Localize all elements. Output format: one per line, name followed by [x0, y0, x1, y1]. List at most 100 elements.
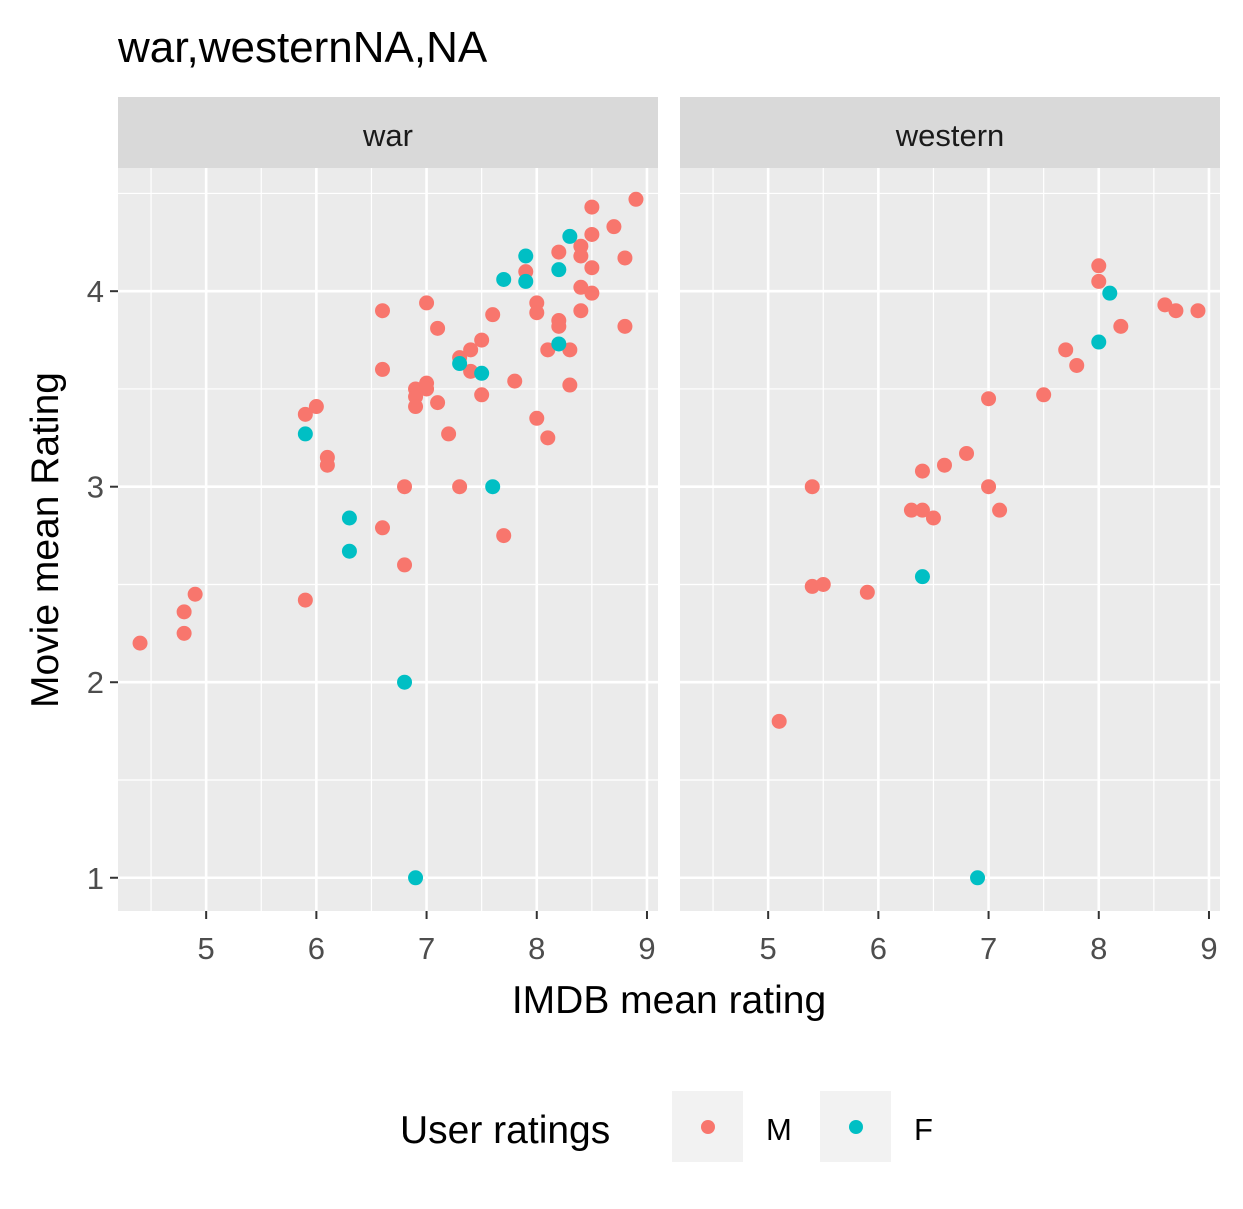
facet-panel-western: western [680, 97, 1220, 911]
point-f [297, 426, 313, 442]
point-m [374, 520, 390, 536]
panel-background [118, 168, 658, 911]
legend-marker-f [849, 1120, 863, 1134]
point-m [496, 528, 512, 544]
point-m [419, 381, 435, 397]
point-m [474, 332, 490, 348]
points [132, 191, 644, 886]
point-m [551, 244, 567, 260]
point-m [374, 361, 390, 377]
point-m [441, 426, 457, 442]
x-tick-label: 7 [418, 931, 435, 966]
point-m [584, 199, 600, 215]
point-f [496, 271, 512, 287]
point-m [430, 320, 446, 336]
point-m [297, 406, 313, 422]
x-tick-label: 8 [1090, 931, 1107, 966]
point-m [551, 318, 567, 334]
point-m [1069, 357, 1085, 373]
point-m [617, 318, 633, 334]
chart-title: war,westernNA,NA [117, 23, 488, 72]
x-axis-war: 5 6 7 8 9 [198, 911, 656, 966]
strip-background [680, 97, 1220, 168]
point-m [771, 713, 787, 729]
legend-label-f: F [914, 1112, 933, 1147]
point-f [341, 543, 357, 559]
y-axis: 1 2 3 4 [87, 274, 118, 896]
x-tick-label: 5 [760, 931, 777, 966]
y-tick-label: 3 [87, 470, 104, 505]
point-m [463, 342, 479, 358]
point-m [925, 510, 941, 526]
points [771, 258, 1206, 886]
point-f [452, 356, 468, 372]
point-m [859, 584, 875, 600]
point-m [562, 377, 578, 393]
x-tick-label: 6 [308, 931, 325, 966]
point-m [397, 557, 413, 573]
point-m [562, 342, 578, 358]
strip-label: western [895, 118, 1005, 153]
point-f [518, 248, 534, 264]
strip-background [118, 97, 658, 168]
x-tick-label: 8 [528, 931, 545, 966]
y-tick-label: 1 [87, 861, 104, 896]
point-m [176, 625, 192, 641]
x-tick-label: 7 [980, 931, 997, 966]
point-m [540, 430, 556, 446]
point-m [584, 260, 600, 276]
y-tick-label: 2 [87, 665, 104, 700]
point-m [529, 305, 545, 321]
point-m [1190, 303, 1206, 319]
point-m [187, 586, 203, 602]
legend: User ratings M F [400, 1091, 933, 1162]
x-tick-label: 5 [198, 931, 215, 966]
point-f [551, 336, 567, 352]
legend-title: User ratings [400, 1109, 610, 1152]
point-f [914, 569, 930, 585]
point-m [815, 576, 831, 592]
x-axis-title: IMDB mean rating [512, 979, 826, 1022]
point-m [1058, 342, 1074, 358]
y-tick-label: 4 [87, 274, 104, 309]
point-m [1036, 387, 1052, 403]
point-m [584, 285, 600, 301]
point-m [452, 479, 468, 495]
point-m [936, 457, 952, 473]
x-tick-label: 9 [1200, 931, 1217, 966]
point-m [628, 191, 644, 207]
point-m [176, 604, 192, 620]
point-f [1102, 285, 1118, 301]
point-m [981, 391, 997, 407]
point-m [1091, 273, 1107, 289]
point-f [551, 262, 567, 278]
point-m [1168, 303, 1184, 319]
strip-label: war [362, 118, 413, 153]
point-m [374, 303, 390, 319]
point-f [485, 479, 501, 495]
point-f [474, 365, 490, 381]
point-m [485, 307, 501, 323]
point-m [474, 387, 490, 403]
point-f [1091, 334, 1107, 350]
gridlines [118, 168, 658, 911]
facet-panel-war: war [118, 97, 658, 911]
panel-background [680, 168, 1220, 911]
point-m [1113, 318, 1129, 334]
point-m [981, 479, 997, 495]
point-m [914, 502, 930, 518]
point-m [903, 502, 919, 518]
point-m [1157, 297, 1173, 313]
point-f [970, 870, 986, 886]
point-m [419, 295, 435, 311]
point-m [319, 457, 335, 473]
point-m [308, 399, 324, 415]
point-m [573, 279, 589, 295]
point-m [397, 479, 413, 495]
y-axis-title: Movie mean Rating [24, 372, 67, 708]
point-f [341, 510, 357, 526]
point-m [1091, 258, 1107, 274]
point-m [430, 395, 446, 411]
point-f [397, 674, 413, 690]
